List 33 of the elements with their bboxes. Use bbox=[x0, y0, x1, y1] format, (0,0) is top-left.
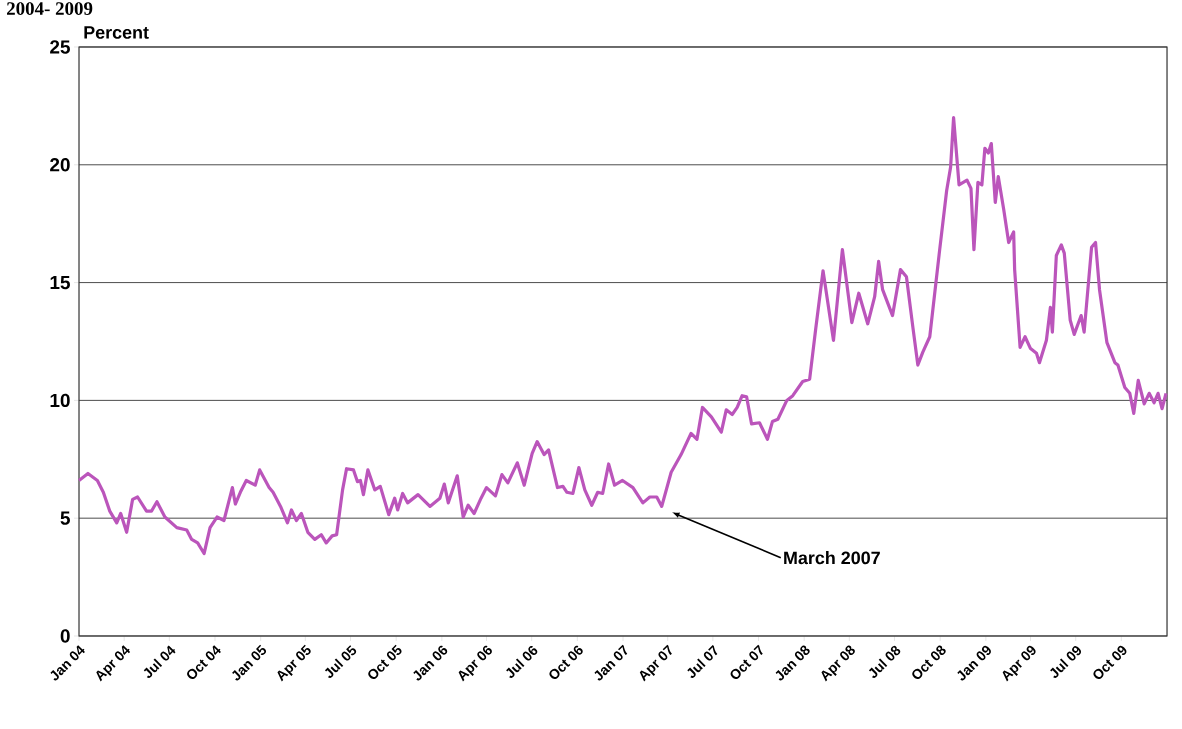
x-tick-label: Apr 06 bbox=[458, 645, 492, 682]
y-tick-label: 20 bbox=[50, 158, 70, 172]
x-tick-label: Apr 09 bbox=[1002, 645, 1036, 682]
x-tick-label: Oct 04 bbox=[187, 645, 221, 679]
x-tick-label: Oct 05 bbox=[368, 644, 402, 679]
x-tick-label: Jan 09 bbox=[957, 645, 991, 681]
x-tick-label: Jul 06 bbox=[506, 645, 538, 678]
chart-title: 2004- 2009 bbox=[7, 2, 93, 15]
x-tick-label: Jul 09 bbox=[1050, 646, 1082, 678]
x-tick-label: Jul 08 bbox=[868, 645, 901, 678]
x-tick-label: Apr 08 bbox=[821, 645, 855, 682]
annotation: March 2007 bbox=[784, 551, 880, 565]
y-tick-label: 5 bbox=[60, 511, 70, 525]
x-tick-label: Jul 05 bbox=[324, 645, 357, 678]
x-tick-label: Oct 08 bbox=[912, 645, 946, 679]
x-tick-label: Jan 06 bbox=[413, 645, 448, 681]
x-tick-label: Apr 07 bbox=[639, 644, 672, 682]
x-tick-label: Jan 05 bbox=[232, 644, 267, 681]
y-axis-title: Percent bbox=[84, 26, 149, 39]
y-tick-label: 0 bbox=[60, 629, 70, 643]
x-tick-label: Apr 05 bbox=[277, 644, 311, 682]
x-tick-label: Oct 09 bbox=[1093, 645, 1127, 679]
x-tick-label: Jan 08 bbox=[775, 645, 810, 681]
x-tick-label: Oct 07 bbox=[730, 644, 763, 679]
x-tick-label: Jan 04 bbox=[50, 645, 85, 681]
y-tick-label: 25 bbox=[50, 40, 70, 54]
y-tick-label: 15 bbox=[50, 275, 70, 290]
x-tick-label: Jul 04 bbox=[143, 645, 176, 678]
x-tick-label: Jan 07 bbox=[594, 644, 628, 681]
x-tick-label: Oct 06 bbox=[549, 645, 583, 679]
x-tick-label: Apr 04 bbox=[96, 645, 131, 682]
y-tick-label: 10 bbox=[50, 393, 70, 408]
x-tick-label: Jul 07 bbox=[687, 644, 718, 678]
